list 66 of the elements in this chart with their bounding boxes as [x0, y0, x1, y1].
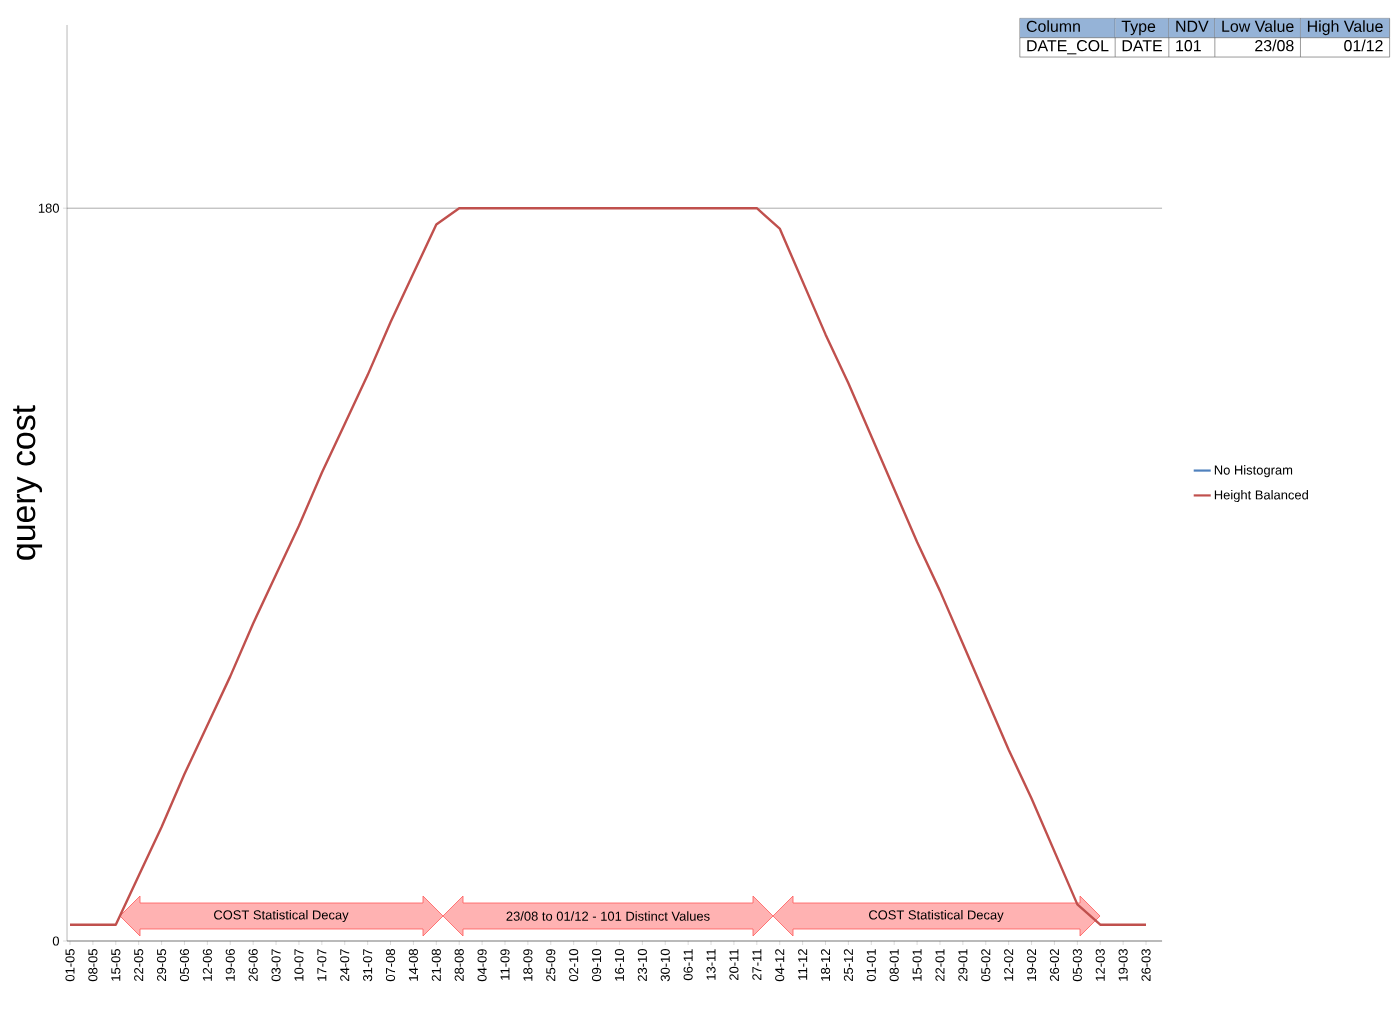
annotation: DATE_COL: [1027, 40, 1109, 55]
annotation: COST Statistical Decay: [869, 909, 1004, 923]
text: 23/08: [1255, 39, 1294, 52]
x-tick-label: 11-09: [500, 949, 510, 980]
x-tick-label: 17-07: [317, 949, 327, 981]
x-tick-label: 29-05: [156, 949, 167, 981]
x-tick-label: 28-08: [454, 949, 464, 981]
x-tick-label: 11-12: [798, 949, 808, 980]
x-tick-label: 19-06: [225, 949, 235, 981]
x-tick-label: 02-10: [569, 949, 579, 982]
x-tick-label: 04-12: [775, 949, 785, 982]
legend-label: Height Balanced: [1214, 489, 1308, 503]
x-tick-label: 12-06: [202, 949, 212, 981]
x-tick-label: 18-09: [523, 949, 533, 981]
x-tick-label: 05-03: [1072, 949, 1082, 982]
x-tick-label: 25-09: [546, 949, 556, 981]
text: High Value: [1307, 20, 1383, 36]
x-tick-label: 08-01: [889, 949, 899, 982]
annotation: COST Statistical Decay: [214, 909, 349, 923]
y-tick-label: 180: [38, 203, 59, 213]
text: 101: [1176, 40, 1201, 52]
x-tick-label: 27-11: [752, 949, 762, 981]
x-tick-label: 19-02: [1026, 949, 1037, 981]
annotation: Column: [1026, 20, 1080, 32]
x-tick-label: 22-01: [935, 949, 945, 981]
annotation: Type: [1121, 20, 1156, 36]
x-tick-label: 15-01: [912, 949, 922, 981]
x-tick-label: 23-10: [637, 949, 647, 981]
y-axis-title: query cost: [13, 405, 43, 560]
x-tick-label: 12-03: [1095, 949, 1105, 981]
x-tick-label: 24-07: [340, 949, 350, 981]
text: 01/12: [1344, 39, 1383, 52]
x-tick-label: 22-05: [134, 949, 144, 981]
x-tick-label: 13-11: [706, 949, 716, 980]
x-tick-label: 30-10: [660, 949, 670, 982]
y-tick-label: 0: [52, 936, 59, 946]
x-tick-label: 07-08: [385, 949, 396, 982]
x-tick-label: 20-11: [729, 949, 739, 981]
x-tick-label: 26-02: [1049, 949, 1060, 981]
x-tick-label: 10-07: [294, 949, 304, 981]
x-tick-label: 08-05: [88, 949, 98, 982]
x-tick-label: 12-02: [1004, 949, 1014, 981]
x-tick-label: 05-06: [179, 949, 190, 982]
annotation: DATE: [1122, 40, 1162, 52]
x-tick-label: 01-01: [866, 949, 876, 982]
x-tick-label: 04-09: [477, 949, 487, 982]
x-tick-label: 03-07: [271, 949, 281, 982]
x-tick-label: 06-11: [683, 949, 693, 981]
x-tick-label: 31-07: [363, 949, 373, 982]
x-tick-label: 01-05: [65, 949, 75, 982]
x-tick-label: 15-05: [111, 949, 121, 981]
legend-label: No Histogram: [1214, 465, 1293, 478]
x-tick-label: 05-02: [981, 949, 991, 982]
x-tick-label: 19-03: [1118, 949, 1128, 981]
x-tick-label: 16-10: [614, 949, 625, 981]
x-tick-label: 14-08: [408, 949, 418, 981]
x-tick-label: 09-10: [591, 949, 602, 982]
x-tick-label: 26-03: [1141, 949, 1151, 981]
text: NDV: [1176, 20, 1209, 32]
x-tick-label: 26-06: [248, 949, 258, 981]
x-tick-label: 25-12: [843, 949, 853, 981]
text: Low Value: [1222, 20, 1294, 32]
x-tick-label: 21-08: [431, 949, 441, 981]
x-tick-label: 29-01: [958, 949, 968, 981]
annotation: 23/08 to 01/12 - 101 Distinct Values: [506, 911, 710, 921]
x-tick-label: 18-12: [820, 949, 831, 981]
